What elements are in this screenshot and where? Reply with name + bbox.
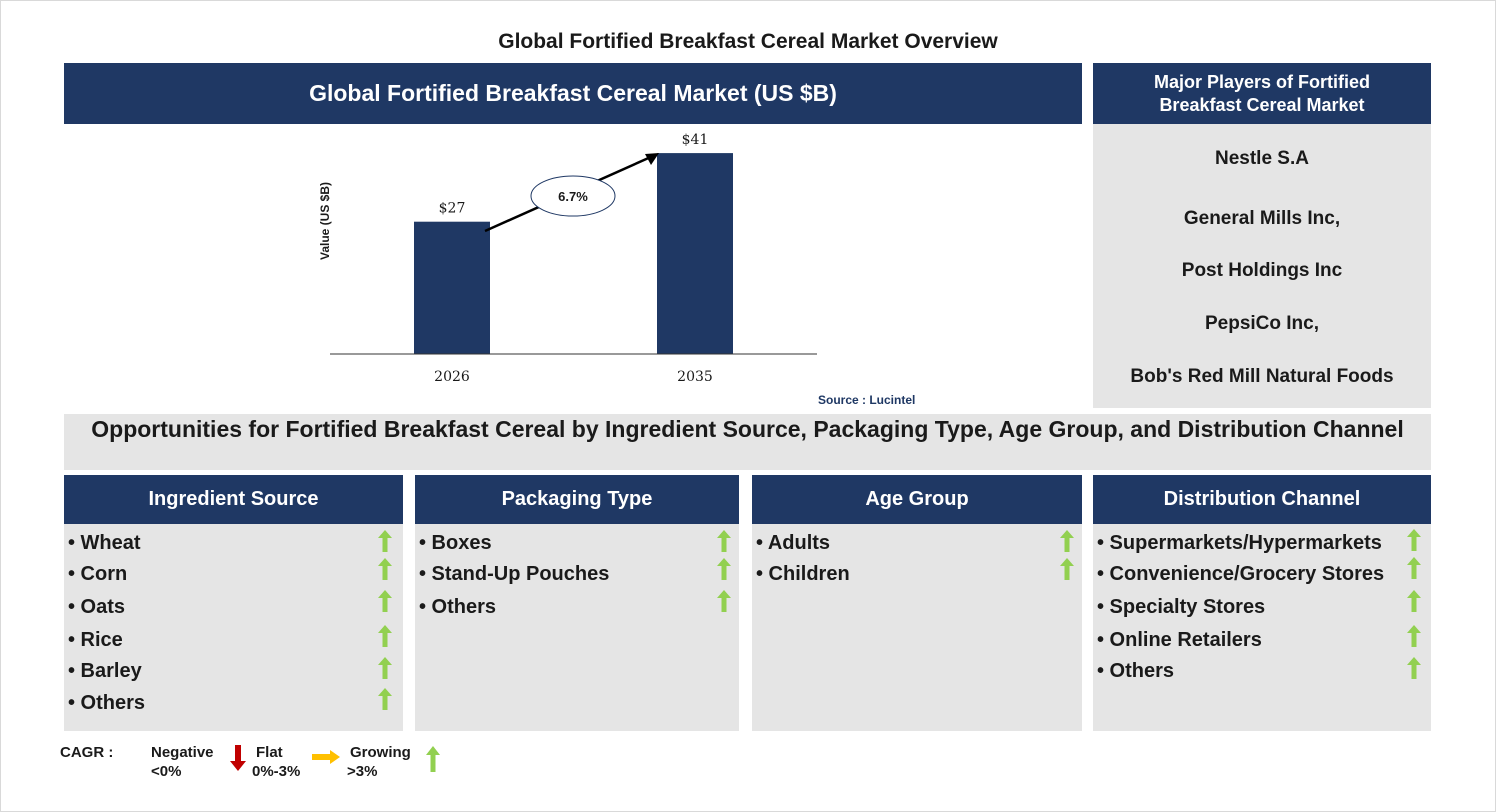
segment-item: • Others [419, 596, 497, 618]
growing-arrow-icon [717, 590, 731, 612]
segment-header-packaging-type: Packaging Type [415, 475, 739, 524]
bar-value-label: $27 [439, 201, 466, 217]
segment-item: • Online Retailers [1097, 629, 1262, 651]
players-header: Major Players of Fortified Breakfast Cer… [1093, 63, 1431, 124]
growing-arrow-icon [378, 688, 392, 710]
growing-arrow-icon [378, 590, 392, 612]
growing-arrow-icon [1060, 530, 1074, 552]
players-list: Nestle S.A General Mills Inc, Post Holdi… [1093, 124, 1431, 408]
negative-arrow-icon [230, 745, 246, 771]
segment-item: • Corn [68, 563, 128, 585]
segment-item: • Stand-Up Pouches [419, 563, 610, 585]
x-tick-label: 2035 [677, 369, 713, 385]
bar-2035 [657, 153, 733, 354]
growing-arrow-icon [1407, 625, 1421, 647]
y-axis-label: Value (US $B) [318, 182, 332, 260]
player-item: Post Holdings Inc [1181, 260, 1343, 281]
x-tick-label: 2026 [434, 369, 470, 385]
segment-item: • Others [68, 692, 146, 714]
growing-arrow-icon [426, 746, 440, 772]
segment-header-ingredient-source: Ingredient Source [64, 475, 403, 524]
growing-arrow-icon [1407, 529, 1421, 551]
opportunities-title-text: Opportunities for Fortified Breakfast Ce… [91, 416, 1404, 442]
segment-item: • Oats [68, 596, 126, 618]
source-note: Source : Lucintel [818, 393, 916, 407]
legend-negative-label: Negative [151, 744, 214, 761]
cagr-label: 6.7% [558, 189, 588, 204]
legend-flat-label: Flat [256, 744, 283, 761]
segment-item: • Specialty Stores [1097, 596, 1266, 618]
segment-item: • Children [756, 563, 850, 585]
segment-item: • Wheat [68, 532, 141, 554]
flat-arrow-icon [312, 750, 340, 764]
segment-item: • Others [1097, 660, 1175, 682]
growing-arrow-icon [378, 530, 392, 552]
player-item: PepsiCo Inc, [1204, 313, 1320, 334]
player-item: Bob's Red Mill Natural Foods [1130, 366, 1394, 387]
growth-arrowhead [645, 153, 659, 165]
legend-growing-label: Growing [350, 744, 411, 761]
segment-item: • Rice [68, 629, 123, 651]
bar-value-label: $41 [682, 132, 709, 148]
growing-arrow-icon [378, 625, 392, 647]
growing-arrow-icon [378, 558, 392, 580]
segment-panel-packaging-type: • Boxes • Stand-Up Pouches • Others [415, 524, 739, 731]
segment-header-distribution-channel: Distribution Channel [1093, 475, 1431, 524]
growing-arrow-icon [717, 558, 731, 580]
segment-panel-age-group: • Adults • Children [752, 524, 1082, 731]
growing-arrow-icon [378, 657, 392, 679]
segment-panel-ingredient-source: • Wheat • Corn • Oats • Rice • Barley • … [64, 524, 403, 731]
growing-arrow-icon [717, 530, 731, 552]
bar-2026 [414, 221, 490, 354]
segment-item: • Adults [756, 532, 831, 554]
cagr-bubble [530, 175, 616, 217]
legend-flat-range: 0%-3% [252, 763, 301, 780]
segment-panel-distribution-channel: • Supermarkets/Hypermarkets • Convenienc… [1093, 524, 1431, 731]
chart-header: Global Fortified Breakfast Cereal Market… [64, 63, 1082, 124]
growing-arrow-icon [1407, 657, 1421, 679]
segment-item: • Convenience/Grocery Stores [1097, 563, 1385, 585]
segment-item: • Boxes [419, 532, 492, 554]
bar-chart: Value (US $B) $27 $41 2026 2035 6.7% [318, 132, 817, 385]
segment-item: • Supermarkets/Hypermarkets [1097, 532, 1382, 554]
page-title: Global Fortified Breakfast Cereal Market… [498, 30, 998, 53]
growing-arrow-icon [1407, 557, 1421, 579]
segment-header-age-group: Age Group [752, 475, 1082, 524]
opportunities-title: Opportunities for Fortified Breakfast Ce… [64, 414, 1431, 470]
player-item: Nestle S.A [1215, 148, 1309, 169]
player-item: General Mills Inc, [1183, 208, 1341, 229]
growing-arrow-icon [1407, 590, 1421, 612]
legend-label: CAGR : [60, 744, 114, 761]
legend-growing-range: >3% [347, 763, 378, 780]
segment-item: • Barley [68, 660, 142, 682]
legend-negative-range: <0% [151, 763, 182, 780]
growing-arrow-icon [1060, 558, 1074, 580]
